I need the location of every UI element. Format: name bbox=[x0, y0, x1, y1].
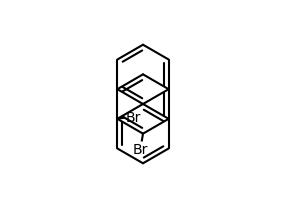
Text: Br: Br bbox=[132, 143, 148, 157]
Text: Br: Br bbox=[126, 111, 141, 125]
